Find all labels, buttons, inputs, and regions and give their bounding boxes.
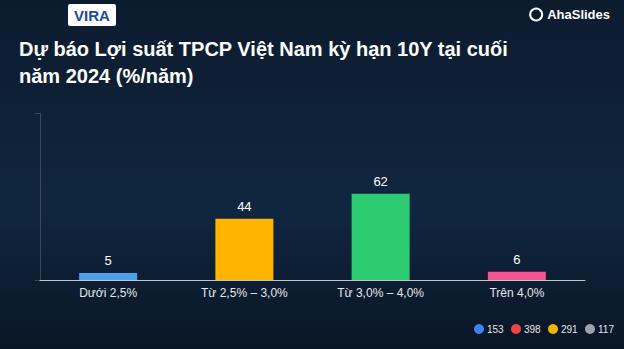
svg-text:Từ 3,0% – 4,0%: Từ 3,0% – 4,0% [337, 286, 424, 300]
svg-text:Trên 4,0%: Trên 4,0% [489, 286, 544, 300]
svg-text:62: 62 [373, 174, 387, 189]
svg-text:Dự báo Lợi suất TPCP Việt Nam: Dự báo Lợi suất TPCP Việt Nam kỳ hạn 10Y… [19, 38, 513, 60]
svg-text:Dưới 2,5%: Dưới 2,5% [79, 286, 137, 300]
svg-text:năm 2024 (%/năm): năm 2024 (%/năm) [19, 65, 194, 87]
svg-text:5: 5 [105, 253, 112, 268]
svg-text:117: 117 [598, 324, 614, 335]
svg-text:398: 398 [524, 324, 541, 335]
svg-text:AhaSlides: AhaSlides [547, 7, 610, 22]
svg-text:44: 44 [237, 199, 251, 214]
svg-text:6: 6 [513, 252, 520, 267]
svg-text:291: 291 [561, 324, 578, 335]
svg-text:VIRA: VIRA [74, 7, 110, 24]
svg-text:Từ 2,5% – 3,0%: Từ 2,5% – 3,0% [201, 286, 288, 300]
svg-text:153: 153 [487, 324, 504, 335]
